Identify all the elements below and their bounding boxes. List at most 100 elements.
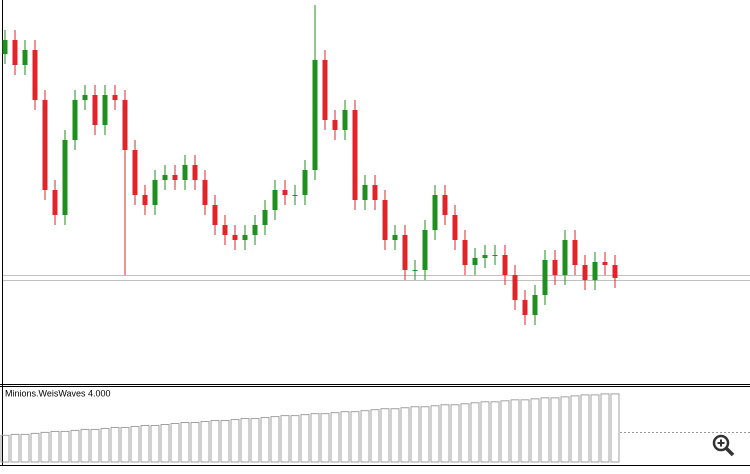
candle-body	[532, 295, 538, 315]
candle-body	[312, 60, 318, 170]
candle-body	[242, 235, 248, 240]
volume-wave-bar	[90, 428, 100, 463]
volume-wave-bar	[320, 413, 330, 463]
candle-body	[142, 195, 148, 205]
candle-body	[52, 190, 58, 215]
volume-wave-bar	[370, 409, 380, 463]
candle-body	[182, 165, 188, 180]
volume-wave-bar	[330, 412, 340, 463]
candle-body	[572, 240, 578, 265]
volume-wave-bar	[10, 433, 20, 463]
candle-body	[232, 235, 238, 240]
candle-body	[562, 240, 568, 275]
volume-wave-bar	[340, 411, 350, 463]
volume-wave-bar	[310, 413, 320, 463]
candle-body	[222, 225, 228, 235]
volume-wave-bar	[350, 411, 360, 463]
volume-wave-bar	[510, 399, 520, 463]
volume-wave-bar	[130, 425, 140, 463]
volume-wave-bar	[390, 408, 400, 463]
candle-body	[612, 265, 618, 278]
candle-body	[392, 235, 398, 240]
volume-wave-bar	[20, 433, 30, 463]
candle-body	[372, 185, 378, 200]
volume-wave-bar	[260, 417, 270, 463]
candle-body	[362, 185, 368, 200]
volume-wave-bar	[70, 429, 80, 463]
candle-body	[252, 225, 258, 235]
volume-wave-bar	[200, 421, 210, 463]
volume-wave-bar	[550, 397, 560, 463]
candle-body	[452, 215, 458, 240]
candle-body	[402, 235, 408, 270]
volume-wave-bar	[590, 394, 600, 463]
volume-wave-bar	[480, 401, 490, 463]
candle-body	[212, 205, 218, 225]
candle-body	[342, 110, 348, 130]
candle-body	[542, 260, 548, 295]
volume-wave-bar	[170, 423, 180, 463]
candle-body	[72, 100, 78, 140]
candle-body	[172, 175, 178, 180]
candle-body	[422, 230, 428, 270]
volume-wave-bar	[190, 422, 200, 463]
volume-wave-bar	[600, 393, 610, 463]
candle-body	[602, 262, 608, 265]
candle-body	[332, 120, 338, 130]
candle-body	[102, 95, 108, 125]
volume-wave-bar	[150, 424, 160, 463]
candle-body	[162, 175, 168, 180]
candle-body	[582, 265, 588, 280]
candle-body	[352, 110, 358, 200]
volume-wave-bar	[160, 424, 170, 463]
volume-wave-bar	[250, 418, 260, 463]
volume-wave-bar	[380, 408, 390, 463]
volume-wave-bar	[120, 426, 130, 463]
candle-body	[322, 60, 328, 120]
volume-wave-bar	[520, 399, 530, 463]
volume-wave-bar	[410, 406, 420, 463]
volume-wave-bar	[100, 427, 110, 463]
candle-body	[382, 200, 388, 240]
candle-body	[122, 100, 128, 150]
candle-body	[292, 195, 298, 196]
volume-wave-bar	[540, 397, 550, 463]
volume-wave-bar	[300, 414, 310, 463]
candle-body	[2, 40, 8, 54]
volume-wave-bar	[0, 434, 10, 463]
candle-body	[512, 275, 518, 300]
volume-wave-bar	[430, 405, 440, 463]
candle-body	[112, 95, 118, 100]
candle-body	[272, 190, 278, 210]
volume-wave-bar	[220, 420, 230, 463]
volume-wave-bar	[180, 422, 190, 463]
candle-body	[462, 240, 468, 265]
candle-body	[552, 260, 558, 275]
volume-wave-bar	[290, 415, 300, 463]
volume-wave-bar	[400, 407, 410, 463]
volume-wave-bar	[560, 396, 570, 463]
candle-body	[432, 195, 438, 230]
volume-wave-bar	[280, 415, 290, 463]
volume-wave-bar	[240, 418, 250, 463]
candle-body	[282, 190, 288, 195]
candle-body	[12, 40, 18, 65]
candle-body	[202, 180, 208, 205]
candle-body	[492, 255, 498, 256]
candle-body	[152, 180, 158, 205]
volume-wave-bar	[500, 400, 510, 463]
candle-body	[502, 255, 508, 275]
volume-wave-bar	[210, 420, 220, 463]
candle-body	[412, 270, 418, 271]
zoom-icon[interactable]	[712, 434, 735, 457]
volume-wave-bar	[460, 403, 470, 463]
candle-body	[132, 150, 138, 195]
volume-wave-bar	[110, 426, 120, 463]
candle-body	[32, 50, 38, 100]
candle-body	[82, 95, 88, 100]
volume-wave-bar	[80, 428, 90, 463]
candle-body	[482, 255, 488, 258]
volume-wave-bar	[610, 393, 620, 463]
